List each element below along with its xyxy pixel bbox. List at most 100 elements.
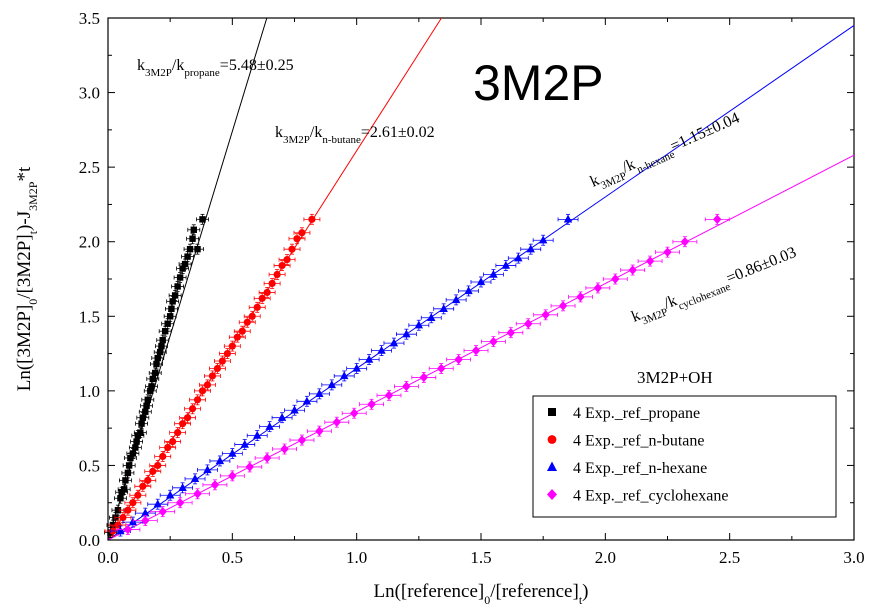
marker-circle	[288, 245, 296, 253]
marker-square	[138, 420, 145, 427]
x-tick-label: 2.0	[595, 548, 616, 567]
marker-square	[171, 292, 179, 299]
y-tick-label: 2.0	[79, 233, 100, 252]
marker-square	[199, 216, 206, 223]
marker-square	[114, 506, 122, 514]
annotation-sub: 3M2P	[145, 67, 172, 79]
marker-square	[144, 396, 151, 404]
marker-diamond	[315, 426, 324, 436]
y-label-part: /[3M2P]	[14, 234, 35, 298]
marker-diamond	[402, 381, 411, 392]
marker-triangle	[240, 439, 249, 448]
marker-triangle	[352, 363, 361, 372]
legend-label: 4 Exp._ref_propane	[573, 405, 700, 422]
x-tick-label: 2.5	[719, 548, 740, 567]
legend-box	[532, 395, 837, 518]
marker-triangle	[327, 380, 336, 389]
marker-square	[181, 260, 189, 268]
marker-square	[143, 402, 150, 409]
marker-diamond	[419, 372, 429, 383]
marker-diamond	[367, 399, 376, 409]
legend-label: 4 Exp._ref_n-hexane	[573, 460, 707, 477]
marker-diamond	[541, 310, 550, 320]
marker-circle	[293, 235, 301, 243]
marker-triangle	[439, 304, 448, 313]
marker-triangle	[340, 371, 349, 380]
marker-square	[117, 495, 124, 502]
marker-circle	[547, 435, 557, 444]
marker-square	[125, 462, 133, 469]
marker-circle	[273, 270, 281, 279]
series-points	[110, 213, 579, 537]
marker-diamond	[489, 336, 498, 347]
marker-diamond	[547, 489, 557, 500]
marker-circle	[164, 443, 172, 452]
annotation-k: k	[137, 57, 145, 74]
marker-triangle	[203, 465, 212, 474]
y-tick-label: 1.0	[79, 382, 100, 401]
marker-circle	[129, 499, 137, 507]
marker-circle	[218, 357, 226, 365]
marker-square	[174, 283, 181, 290]
marker-diamond	[297, 435, 307, 445]
marker-triangle	[538, 235, 548, 244]
marker-circle	[179, 420, 187, 428]
marker-circle	[203, 381, 212, 389]
marker-circle	[124, 506, 132, 514]
y-label-part: Ln([3M2P]	[14, 305, 35, 392]
y-tick-label: 1.5	[79, 307, 100, 326]
x-tick-label: 0.0	[97, 548, 118, 567]
y-label-sub: 0	[26, 299, 40, 305]
annotation-cyclohexane: k3M2P/kcyclohexane=0.86±0.03	[629, 244, 801, 330]
marker-triangle	[190, 474, 200, 483]
marker-square	[190, 226, 197, 233]
y-label-sub: 3M2P	[26, 181, 40, 211]
annotation-propane: k3M2P/kpropane=5.48±0.25	[137, 57, 294, 79]
annotation-sub: 3M2P	[640, 306, 669, 327]
marker-triangle	[414, 320, 424, 329]
marker-diamond	[280, 444, 289, 454]
series-points	[115, 213, 730, 535]
annotation-value: =5.48±0.25	[220, 57, 294, 74]
annotation-sub: 3M2P	[283, 134, 310, 146]
marker-circle	[154, 461, 162, 470]
marker-square	[139, 414, 147, 421]
marker-triangle	[178, 483, 187, 491]
marker-triangle	[315, 389, 324, 398]
x-label-sub: t	[579, 593, 583, 607]
x-tick-label: 1.0	[346, 548, 367, 567]
marker-square	[153, 360, 160, 368]
series-points	[104, 213, 321, 537]
marker-square	[158, 342, 165, 350]
marker-diamond	[713, 214, 722, 225]
annotation-sub: cyclohexane	[677, 281, 733, 313]
marker-square	[189, 235, 196, 242]
marker-square	[120, 486, 128, 493]
marker-circle	[298, 229, 306, 237]
marker-circle	[114, 521, 122, 529]
x-label-part: Ln([reference]	[374, 581, 485, 602]
annotation-mid: /k	[661, 292, 679, 312]
marker-diamond	[175, 498, 185, 508]
marker-triangle	[165, 490, 175, 499]
marker-diamond	[524, 319, 533, 329]
marker-circle	[243, 318, 251, 326]
marker-square	[157, 348, 164, 356]
x-label-sub: 0	[484, 593, 490, 607]
marker-circle	[223, 349, 231, 358]
big-label: 3M2P	[473, 55, 604, 111]
marker-circle	[248, 312, 256, 320]
marker-diamond	[437, 363, 446, 374]
marker-triangle	[215, 456, 225, 465]
marker-square	[166, 313, 174, 320]
marker-circle	[238, 327, 246, 335]
marker-circle	[188, 405, 197, 413]
marker-triangle	[547, 461, 557, 471]
marker-diamond	[558, 301, 568, 311]
marker-square	[159, 336, 166, 344]
marker-triangle	[427, 313, 436, 321]
marker-triangle	[389, 338, 399, 347]
annotation-n-butane: k3M2P/kn-butane=2.61±0.02	[275, 124, 435, 146]
annotation-sub: propane	[184, 67, 220, 79]
marker-triangle	[489, 269, 498, 278]
